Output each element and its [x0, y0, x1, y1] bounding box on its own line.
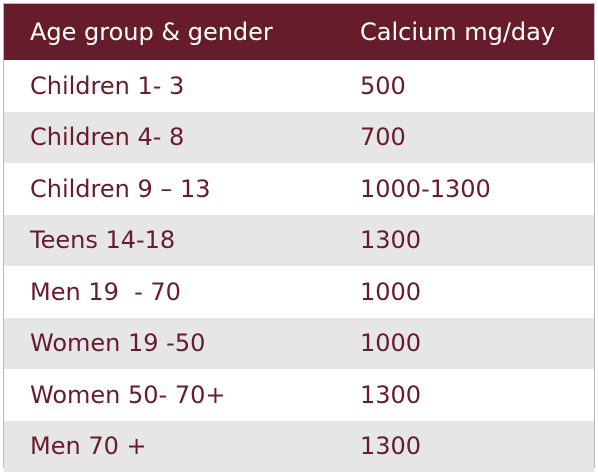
table-row: Children 4- 8 700	[4, 112, 594, 164]
cell-calcium: 1000-1300	[334, 175, 594, 203]
table-row: Women 19 -50 1000	[4, 318, 594, 370]
cell-age-group: Children 1- 3	[4, 72, 334, 100]
cell-age-group: Women 19 -50	[4, 329, 334, 357]
table-row: Men 19 - 70 1000	[4, 266, 594, 318]
cell-calcium: 1000	[334, 329, 594, 357]
cell-age-group: Teens 14-18	[4, 226, 334, 254]
table-row: Women 50- 70+ 1300	[4, 369, 594, 421]
table-row: Children 9 – 13 1000-1300	[4, 163, 594, 215]
cell-calcium: 1300	[334, 432, 594, 460]
cell-calcium: 500	[334, 72, 594, 100]
table-header-row: Age group & gender Calcium mg/day	[4, 4, 594, 60]
cell-calcium: 700	[334, 123, 594, 151]
table-row: Teens 14-18 1300	[4, 215, 594, 267]
table-row: Men 70 + 1300	[4, 421, 594, 472]
table-row: Children 1- 3 500	[4, 60, 594, 112]
cell-age-group: Children 9 – 13	[4, 175, 334, 203]
cell-calcium: 1300	[334, 226, 594, 254]
cell-calcium: 1000	[334, 278, 594, 306]
cell-age-group: Children 4- 8	[4, 123, 334, 151]
calcium-table: Age group & gender Calcium mg/day Childr…	[3, 3, 595, 468]
header-calcium: Calcium mg/day	[334, 18, 594, 46]
header-age-group: Age group & gender	[4, 18, 334, 46]
cell-age-group: Men 19 - 70	[4, 278, 334, 306]
cell-age-group: Women 50- 70+	[4, 381, 334, 409]
cell-age-group: Men 70 +	[4, 432, 334, 460]
cell-calcium: 1300	[334, 381, 594, 409]
